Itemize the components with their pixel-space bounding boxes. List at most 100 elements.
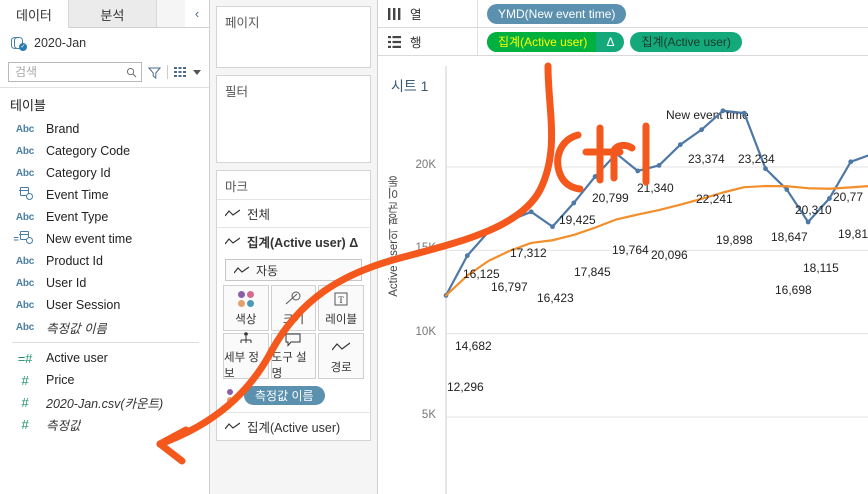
data-label: 20,096 bbox=[651, 248, 688, 262]
number-icon: # bbox=[21, 372, 29, 388]
marks-row-active-user[interactable]: 집계(Active user) Δ bbox=[217, 227, 370, 255]
field-count[interactable]: # 2020-Jan.csv(카운트) bbox=[0, 391, 209, 413]
detail-icon bbox=[238, 331, 254, 347]
size-button[interactable]: 크기 bbox=[270, 285, 317, 331]
toolbar-divider bbox=[167, 65, 168, 79]
tooltip-button-label: 도구 설명 bbox=[271, 351, 307, 380]
field-list: Abc Brand Abc Category Code Abc Category… bbox=[0, 118, 209, 494]
delta-icon[interactable]: Δ bbox=[596, 31, 625, 52]
data-label: 19,81 bbox=[838, 227, 868, 241]
caret-down-icon[interactable] bbox=[193, 69, 201, 75]
mark-type-dropdown[interactable]: 자동 bbox=[225, 259, 362, 281]
color-icon bbox=[237, 289, 255, 309]
rows-shelf-content[interactable]: 집계(Active user) Δ 집계(Active user) bbox=[478, 31, 868, 52]
path-button[interactable]: 경로 bbox=[318, 333, 364, 379]
chart-canvas[interactable]: 시트 1 Active user의 평균 이동 New event time 5… bbox=[378, 56, 868, 494]
tab-data[interactable]: 데이터 bbox=[0, 0, 69, 28]
data-label: 17,845 bbox=[574, 265, 611, 279]
tab-analytics[interactable]: 분석 bbox=[68, 0, 157, 27]
date-icon bbox=[12, 187, 38, 203]
columns-label-text: 열 bbox=[410, 8, 422, 22]
abc-icon: Abc bbox=[15, 145, 35, 157]
tooltip-button[interactable]: 도구 설명 bbox=[270, 333, 317, 380]
field-category-code[interactable]: Abc Category Code bbox=[0, 140, 209, 162]
data-label: 20,77 bbox=[833, 190, 864, 204]
field-event-time[interactable]: Event Time bbox=[0, 184, 209, 206]
field-user-id[interactable]: Abc User Id bbox=[0, 272, 209, 294]
color-button-label: 색상 bbox=[235, 314, 257, 326]
datasource-item[interactable]: ✓ 2020-Jan bbox=[0, 28, 209, 58]
columns-shelf[interactable]: 열 YMD(New event time) bbox=[378, 0, 868, 28]
field-label: Event Time bbox=[46, 188, 109, 202]
data-label: 19,898 bbox=[716, 233, 753, 247]
field-price[interactable]: # Price bbox=[0, 369, 209, 391]
label-button[interactable]: T 레이블 bbox=[318, 285, 364, 331]
field-product-id[interactable]: Abc Product Id bbox=[0, 250, 209, 272]
color-button[interactable]: 색상 bbox=[223, 285, 269, 331]
detail-button[interactable]: 세부 정보 bbox=[223, 331, 269, 380]
pill-ymd-new-event-time[interactable]: YMD(New event time) bbox=[487, 3, 627, 24]
data-point bbox=[827, 196, 832, 201]
y-tick-label: 10K bbox=[415, 325, 436, 338]
field-event-type[interactable]: Abc Event Type bbox=[0, 206, 209, 228]
data-point bbox=[763, 166, 768, 172]
filters-card[interactable]: 필터 bbox=[216, 75, 371, 163]
pill-measure-names[interactable]: 측정값 이름 bbox=[244, 386, 325, 405]
search-input[interactable] bbox=[8, 62, 143, 82]
data-point bbox=[592, 174, 598, 179]
pages-card[interactable]: 페이지 bbox=[216, 6, 371, 68]
columns-shelf-content[interactable]: YMD(New event time) bbox=[478, 3, 868, 24]
abc-icon: Abc bbox=[15, 167, 35, 179]
field-measure-values[interactable]: # 측정값 bbox=[0, 413, 209, 435]
data-point bbox=[635, 168, 641, 174]
search-field[interactable] bbox=[13, 64, 127, 80]
pill-aggregate-active-user[interactable]: 집계(Active user) bbox=[630, 31, 742, 52]
data-label: 16,423 bbox=[537, 291, 574, 305]
field-new-event-time[interactable]: = New event time bbox=[0, 228, 209, 250]
number-icon: # bbox=[21, 394, 29, 410]
abc-icon: Abc bbox=[15, 277, 35, 289]
field-measure-names[interactable]: Abc 측정값 이름 bbox=[0, 316, 209, 338]
marks-row-all[interactable]: 전체 bbox=[217, 199, 370, 227]
field-label: New event time bbox=[46, 232, 133, 246]
data-label: 23,374 bbox=[688, 152, 725, 166]
path-icon bbox=[332, 337, 351, 357]
mark-type-label: 자동 bbox=[256, 263, 279, 278]
number-icon: # bbox=[21, 416, 29, 432]
data-pane: 데이터 분석 ‹ ✓ 2020-Jan bbox=[0, 0, 210, 494]
field-label: Event Type bbox=[46, 210, 109, 224]
pill-aggregate-active-user-selected[interactable]: 집계(Active user) bbox=[487, 31, 597, 52]
search-row bbox=[0, 58, 209, 88]
detail-button-label: 세부 정보 bbox=[224, 352, 259, 380]
marks-row-footer[interactable]: 집계(Active user) bbox=[217, 412, 370, 440]
data-point bbox=[464, 253, 470, 259]
color-shelf-row: 측정값 이름 bbox=[217, 383, 370, 412]
data-point bbox=[699, 127, 705, 133]
pill-group-active-user-selected[interactable]: 집계(Active user) Δ bbox=[487, 31, 625, 52]
field-label: 측정값 이름 bbox=[46, 321, 107, 336]
data-point bbox=[528, 209, 534, 215]
abc-icon: Abc bbox=[15, 255, 35, 267]
data-point bbox=[486, 229, 492, 234]
filter-icon[interactable] bbox=[148, 64, 162, 80]
rows-icon bbox=[388, 35, 401, 48]
field-label: User Id bbox=[46, 276, 87, 290]
marks-card: 마크 전체 집계(Active user) Δ 자동 bbox=[216, 170, 371, 441]
field-active-user[interactable]: =# Active user bbox=[0, 347, 209, 369]
rows-shelf[interactable]: 행 집계(Active user) Δ 집계(Active user) bbox=[378, 28, 868, 56]
calculated-number-icon: =# bbox=[17, 350, 33, 366]
line-icon bbox=[225, 209, 240, 217]
section-title-tables: 테이블 bbox=[10, 98, 46, 113]
data-label: 19,764 bbox=[612, 243, 649, 257]
data-label: 18,115 bbox=[803, 261, 839, 275]
field-user-session[interactable]: Abc User Session bbox=[0, 294, 209, 316]
field-brand[interactable]: Abc Brand bbox=[0, 118, 209, 140]
chevron-left-icon[interactable]: ‹ bbox=[185, 0, 209, 27]
grid-icon[interactable] bbox=[174, 64, 187, 80]
calculated-date-icon: = bbox=[12, 231, 38, 247]
field-category-id[interactable]: Abc Category Id bbox=[0, 162, 209, 184]
label-icon: T bbox=[333, 289, 349, 309]
field-label: User Session bbox=[46, 298, 121, 312]
data-label: 16,698 bbox=[775, 283, 812, 297]
data-label: 18,647 bbox=[771, 230, 808, 244]
